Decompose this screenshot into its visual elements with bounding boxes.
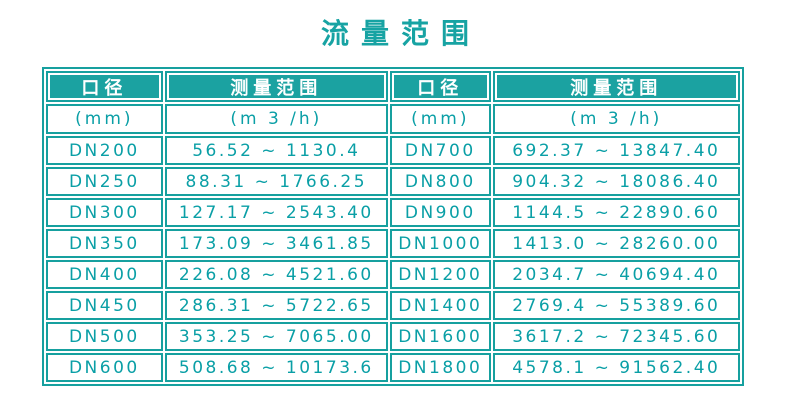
diameter-cell: DN350: [46, 229, 163, 258]
range-cell: 2769.4 ~ 55389.60: [492, 291, 740, 320]
diameter-cell: DN1400: [389, 291, 491, 320]
range-cell: 353.25 ~ 7065.00: [164, 322, 388, 351]
range-cell: 1413.0 ~ 28260.00: [492, 229, 740, 258]
diameter-cell: DN1000: [389, 229, 491, 258]
table-row: DN450 286.31 ~ 5722.65 DN1400 2769.4 ~ 5538…: [46, 291, 740, 320]
diameter-cell: DN200: [46, 136, 163, 165]
range-cell: 2034.7 ~ 40694.40: [492, 260, 740, 289]
page-title: 流量范围: [320, 17, 481, 50]
diameter-cell: DN600: [46, 353, 163, 382]
range-cell: 173.09 ~ 3461.85: [164, 229, 388, 258]
diameter-cell: DN400: [46, 260, 163, 289]
flow-range-table: 口径 测量范围 口径 测量范围 (mm) (m 3 /h) (mm) (m 3 …: [42, 67, 744, 386]
range-cell: 4578.1 ~ 91562.40: [492, 353, 740, 382]
diameter-cell: DN450: [46, 291, 163, 320]
range-cell: 127.17 ~ 2543.40: [164, 198, 388, 227]
table-row: DN300 127.17 ~ 2543.40 DN900 1144.5 ~ 22890…: [46, 198, 740, 227]
header-cell-diameter-right: 口径: [389, 71, 491, 102]
header-row: 口径 测量范围 口径 测量范围: [46, 71, 740, 102]
range-cell: 692.37 ~ 13847.40: [492, 136, 740, 165]
range-cell: 226.08 ~ 4521.60: [164, 260, 388, 289]
range-cell: 88.31 ~ 1766.25: [164, 167, 388, 196]
diameter-cell: DN900: [389, 198, 491, 227]
units-cell-range-right: (m 3 /h): [492, 104, 740, 134]
table-row: DN350 173.09 ~ 3461.85 DN1000 1413.0 ~ 2826…: [46, 229, 740, 258]
units-cell-diameter-right: (mm): [389, 104, 491, 134]
range-cell: 508.68 ~ 10173.6: [164, 353, 388, 382]
range-cell: 3617.2 ~ 72345.60: [492, 322, 740, 351]
table-body: DN200 56.52 ~ 1130.4 DN700 692.37 ~ 13847.4…: [46, 136, 740, 382]
diameter-cell: DN700: [389, 136, 491, 165]
diameter-cell: DN800: [389, 167, 491, 196]
header-cell-range-left: 测量范围: [164, 71, 388, 102]
table-row: DN600 508.68 ~ 10173.6 DN1800 4578.1 ~ 9156…: [46, 353, 740, 382]
range-cell: 1144.5 ~ 22890.60: [492, 198, 740, 227]
diameter-cell: DN1200: [389, 260, 491, 289]
diameter-cell: DN300: [46, 198, 163, 227]
diameter-cell: DN250: [46, 167, 163, 196]
diameter-cell: DN500: [46, 322, 163, 351]
units-row: (mm) (m 3 /h) (mm) (m 3 /h): [46, 104, 740, 134]
units-cell-diameter-left: (mm): [46, 104, 163, 134]
header-cell-range-right: 测量范围: [492, 71, 740, 102]
diameter-cell: DN1600: [389, 322, 491, 351]
table-row: DN200 56.52 ~ 1130.4 DN700 692.37 ~ 13847.4…: [46, 136, 740, 165]
units-cell-range-left: (m 3 /h): [164, 104, 388, 134]
table-row: DN400 226.08 ~ 4521.60 DN1200 2034.7 ~ 4069…: [46, 260, 740, 289]
header-cell-diameter-left: 口径: [46, 71, 163, 102]
table-row: DN500 353.25 ~ 7065.00 DN1600 3617.2 ~ 7234…: [46, 322, 740, 351]
diameter-cell: DN1800: [389, 353, 491, 382]
table-row: DN250 88.31 ~ 1766.25 DN800 904.32 ~ 18086.…: [46, 167, 740, 196]
range-cell: 56.52 ~ 1130.4: [164, 136, 388, 165]
range-cell: 904.32 ~ 18086.40: [492, 167, 740, 196]
table-head: 口径 测量范围 口径 测量范围 (mm) (m 3 /h) (mm) (m 3 …: [46, 71, 740, 134]
range-cell: 286.31 ~ 5722.65: [164, 291, 388, 320]
